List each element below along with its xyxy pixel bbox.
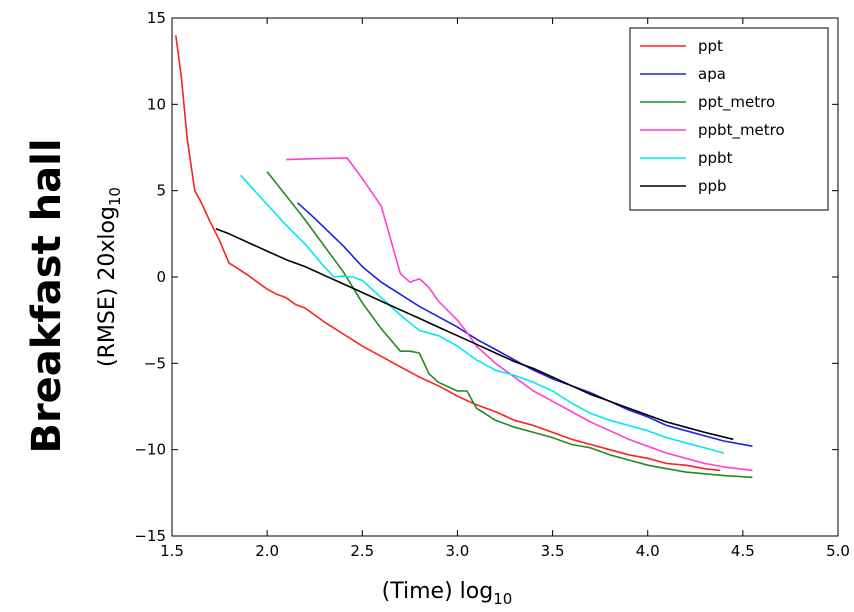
x-tick-label: 3.0 xyxy=(445,542,469,560)
y-axis-label-main: (RMSE) 20xlog xyxy=(95,206,120,367)
y-axis-label-subscript: 10 xyxy=(106,187,124,206)
series-line-ppb xyxy=(215,227,734,441)
chart-title: Breakfast hall xyxy=(24,138,70,453)
x-axis: 1.5 2.0 2.5 3.0 3.5 4.0 4.5 5.0 xyxy=(160,18,850,560)
x-tick-label: 1.5 xyxy=(160,542,184,560)
x-tick-label: 2.0 xyxy=(255,542,279,560)
y-tick-label: 15 xyxy=(147,9,166,27)
y-tick-label: −5 xyxy=(144,354,166,372)
y-tick-label: 0 xyxy=(156,268,166,286)
x-tick-label: 5.0 xyxy=(826,542,850,560)
y-tick-label: 10 xyxy=(147,95,166,113)
x-tick-label: 4.5 xyxy=(731,542,755,560)
x-tick-label: 3.5 xyxy=(541,542,565,560)
x-axis-label: (Time) log10 xyxy=(382,579,513,608)
series-group xyxy=(175,35,753,479)
legend-box xyxy=(629,27,829,211)
series-line-ppt-metro xyxy=(266,171,753,479)
y-tick-label: 5 xyxy=(156,182,166,200)
x-axis-label-main: (Time) log xyxy=(382,579,494,604)
legend-label: apa xyxy=(698,65,726,83)
y-axis-label: (RMSE) 20xlog10 xyxy=(95,187,124,367)
y-tick-label: −10 xyxy=(134,441,166,459)
x-tick-label: 2.5 xyxy=(350,542,374,560)
legend-label: ppt xyxy=(698,37,723,55)
series-line-ppbt xyxy=(239,174,725,454)
series-line-ppt xyxy=(175,35,721,472)
y-axis: −15 −10 −5 0 5 10 15 xyxy=(134,9,838,545)
legend-label: ppt_metro xyxy=(698,93,775,112)
legend-label: ppbt_metro xyxy=(698,121,785,140)
series-line-ppbt-metro xyxy=(286,157,753,472)
x-tick-label: 4.0 xyxy=(636,542,660,560)
x-axis-label-subscript: 10 xyxy=(493,590,512,608)
legend-label: ppb xyxy=(698,177,727,195)
legend-label: ppbt xyxy=(698,149,733,167)
y-tick-label: −15 xyxy=(134,527,166,545)
